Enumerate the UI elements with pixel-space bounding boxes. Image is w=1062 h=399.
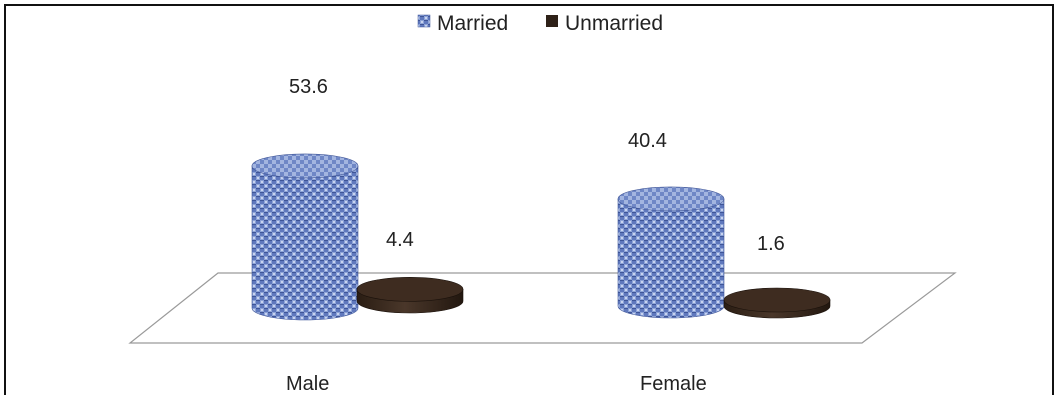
category-label-female: Female [640, 373, 707, 395]
bar-top-married-female [617, 186, 725, 212]
bar-married-female [617, 186, 725, 319]
bar-unmarried-female [723, 287, 831, 319]
legend-label-unmarried: Unmarried [565, 12, 663, 35]
bar-top-married-male [251, 153, 359, 179]
bar-top-unmarried-female [723, 287, 831, 313]
category-labels: Male Female [286, 373, 707, 395]
bar-unmarried-male [356, 277, 464, 314]
value-label-married-female: 40.4 [628, 130, 667, 152]
legend: Married Unmarried [417, 12, 663, 35]
bar-side-married-male [251, 165, 359, 321]
value-labels: 53.6 4.4 40.4 1.6 [289, 76, 785, 255]
legend-item-unmarried: Unmarried [546, 12, 663, 35]
legend-swatch-unmarried [546, 15, 558, 27]
legend-label-married: Married [437, 12, 508, 35]
bars-group [251, 153, 831, 321]
bar-side-married-female [617, 198, 725, 319]
value-label-unmarried-male: 4.4 [386, 229, 414, 251]
value-label-unmarried-female: 1.6 [757, 233, 785, 255]
bar-top-unmarried-male [356, 277, 464, 302]
bar-married-male [251, 153, 359, 321]
legend-swatch-married [417, 14, 431, 28]
category-label-male: Male [286, 373, 329, 395]
value-label-married-male: 53.6 [289, 76, 328, 98]
legend-item-married: Married [417, 12, 508, 35]
